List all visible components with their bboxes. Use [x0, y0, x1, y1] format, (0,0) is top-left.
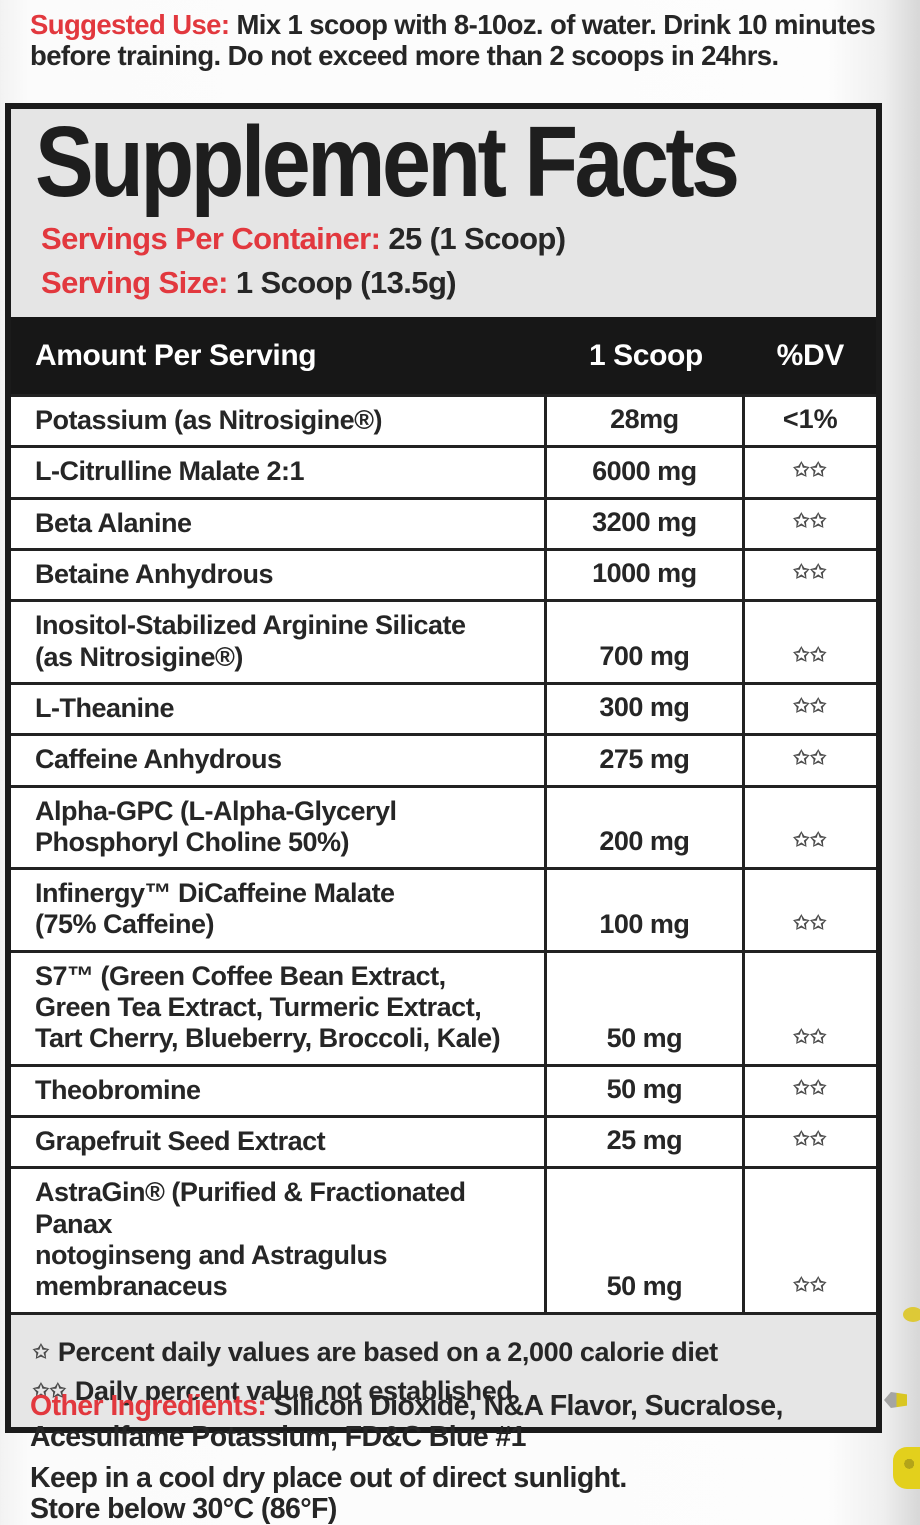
serving-size-label: Serving Size:	[41, 265, 228, 300]
ingredient-amount: 25 mg	[547, 1118, 744, 1166]
photo-fragment-lemon	[893, 1447, 920, 1489]
ingredient-name: AstraGin® (Purified & Fractionated Panax…	[11, 1169, 547, 1311]
ingredient-name: Theobromine	[11, 1067, 547, 1115]
ingredient-row: S7™ (Green Coffee Bean Extract, Green Te…	[11, 950, 876, 1064]
ingredient-name: Infinergy™ DiCaffeine Malate (75% Caffei…	[11, 870, 547, 950]
ingredient-daily-value: ✩✩	[745, 448, 876, 496]
ingredient-amount: 275 mg	[547, 736, 744, 784]
ingredient-daily-value: ✩✩	[745, 1169, 876, 1311]
other-ingredients-label: Other Ingredients:	[30, 1390, 266, 1422]
ingredient-daily-value: ✩✩	[745, 736, 876, 784]
ingredient-daily-value: ✩✩	[745, 788, 876, 868]
photo-fragment-arrow	[884, 1392, 907, 1408]
ingredient-daily-value: ✩✩	[745, 1118, 876, 1166]
ingredient-amount: 50 mg	[547, 953, 744, 1064]
ingredient-amount: 28mg	[547, 397, 744, 445]
ingredient-name: L-Theanine	[11, 685, 547, 733]
other-ingredients: Other Ingredients: Silicon Dioxide, N&A …	[30, 1391, 830, 1454]
ingredient-name: Inositol-Stabilized Arginine Silicate (a…	[11, 602, 547, 682]
table-header-row: Amount Per Serving 1 Scoop %DV	[11, 317, 876, 394]
footnote-marker-single-star: ✩	[33, 1342, 50, 1363]
ingredient-amount: 6000 mg	[547, 448, 744, 496]
servings-per-container-value: 25 (1 Scoop)	[388, 221, 565, 256]
ingredient-name: Alpha-GPC (L-Alpha-Glyceryl Phosphoryl C…	[11, 788, 547, 868]
header-amount-per-serving: Amount Per Serving	[11, 339, 547, 373]
header-1-scoop: 1 Scoop	[547, 339, 744, 373]
ingredient-amount: 50 mg	[547, 1067, 744, 1115]
ingredient-row: Infinergy™ DiCaffeine Malate (75% Caffei…	[11, 867, 876, 950]
ingredient-name: Caffeine Anhydrous	[11, 736, 547, 784]
storage-instructions: Keep in a cool dry place out of direct s…	[30, 1463, 850, 1525]
ingredient-name: S7™ (Green Coffee Bean Extract, Green Te…	[11, 953, 547, 1064]
ingredient-amount: 300 mg	[547, 685, 744, 733]
ingredient-amount: 50 mg	[547, 1169, 744, 1311]
ingredient-name: Beta Alanine	[11, 500, 547, 548]
ingredient-row: AstraGin® (Purified & Fractionated Panax…	[11, 1166, 876, 1311]
ingredient-daily-value: <1%	[745, 397, 876, 445]
footnote-daily-values: ✩ Percent daily values are based on a 2,0…	[33, 1337, 856, 1368]
ingredient-name: Potassium (as Nitrosigine®)	[11, 397, 547, 445]
suggested-use: Suggested Use: Mix 1 scoop with 8-10oz. …	[30, 10, 902, 72]
ingredient-name: Grapefruit Seed Extract	[11, 1118, 547, 1166]
photo-fragment-yellow-dot	[903, 1307, 920, 1322]
header-percent-dv: %DV	[745, 339, 876, 373]
ingredient-daily-value: ✩✩	[745, 551, 876, 599]
ingredient-daily-value: ✩✩	[745, 500, 876, 548]
servings-per-container-label: Servings Per Container:	[41, 221, 380, 256]
ingredient-daily-value: ✩✩	[745, 602, 876, 682]
ingredient-name: Betaine Anhydrous	[11, 551, 547, 599]
ingredient-row: Alpha-GPC (L-Alpha-Glyceryl Phosphoryl C…	[11, 785, 876, 868]
ingredient-daily-value: ✩✩	[745, 1067, 876, 1115]
ingredient-amount: 3200 mg	[547, 500, 744, 548]
servings-per-container: Servings Per Container: 25 (1 Scoop)	[41, 221, 876, 257]
ingredient-name: L-Citrulline Malate 2:1	[11, 448, 547, 496]
ingredient-daily-value: ✩✩	[745, 685, 876, 733]
ingredient-row: Inositol-Stabilized Arginine Silicate (a…	[11, 599, 876, 682]
ingredient-amount: 200 mg	[547, 788, 744, 868]
panel-header: Supplement Facts Servings Per Container:…	[11, 109, 876, 317]
footnote-text: Percent daily values are based on a 2,00…	[58, 1337, 718, 1367]
serving-size-value: 1 Scoop (13.5g)	[236, 265, 456, 300]
ingredient-amount: 100 mg	[547, 870, 744, 950]
ingredient-row: Potassium (as Nitrosigine®)28mg<1%	[11, 394, 876, 445]
ingredient-table-body: Potassium (as Nitrosigine®)28mg<1%L-Citr…	[11, 394, 876, 1312]
suggested-use-label: Suggested Use:	[30, 9, 229, 40]
serving-size: Serving Size: 1 Scoop (13.5g)	[41, 265, 876, 301]
ingredient-daily-value: ✩✩	[745, 870, 876, 950]
ingredient-daily-value: ✩✩	[745, 953, 876, 1064]
panel-title: Supplement Facts	[35, 111, 775, 213]
ingredient-amount: 1000 mg	[547, 551, 744, 599]
ingredient-amount: 700 mg	[547, 602, 744, 682]
supplement-facts-panel: Supplement Facts Servings Per Container:…	[5, 103, 882, 1433]
